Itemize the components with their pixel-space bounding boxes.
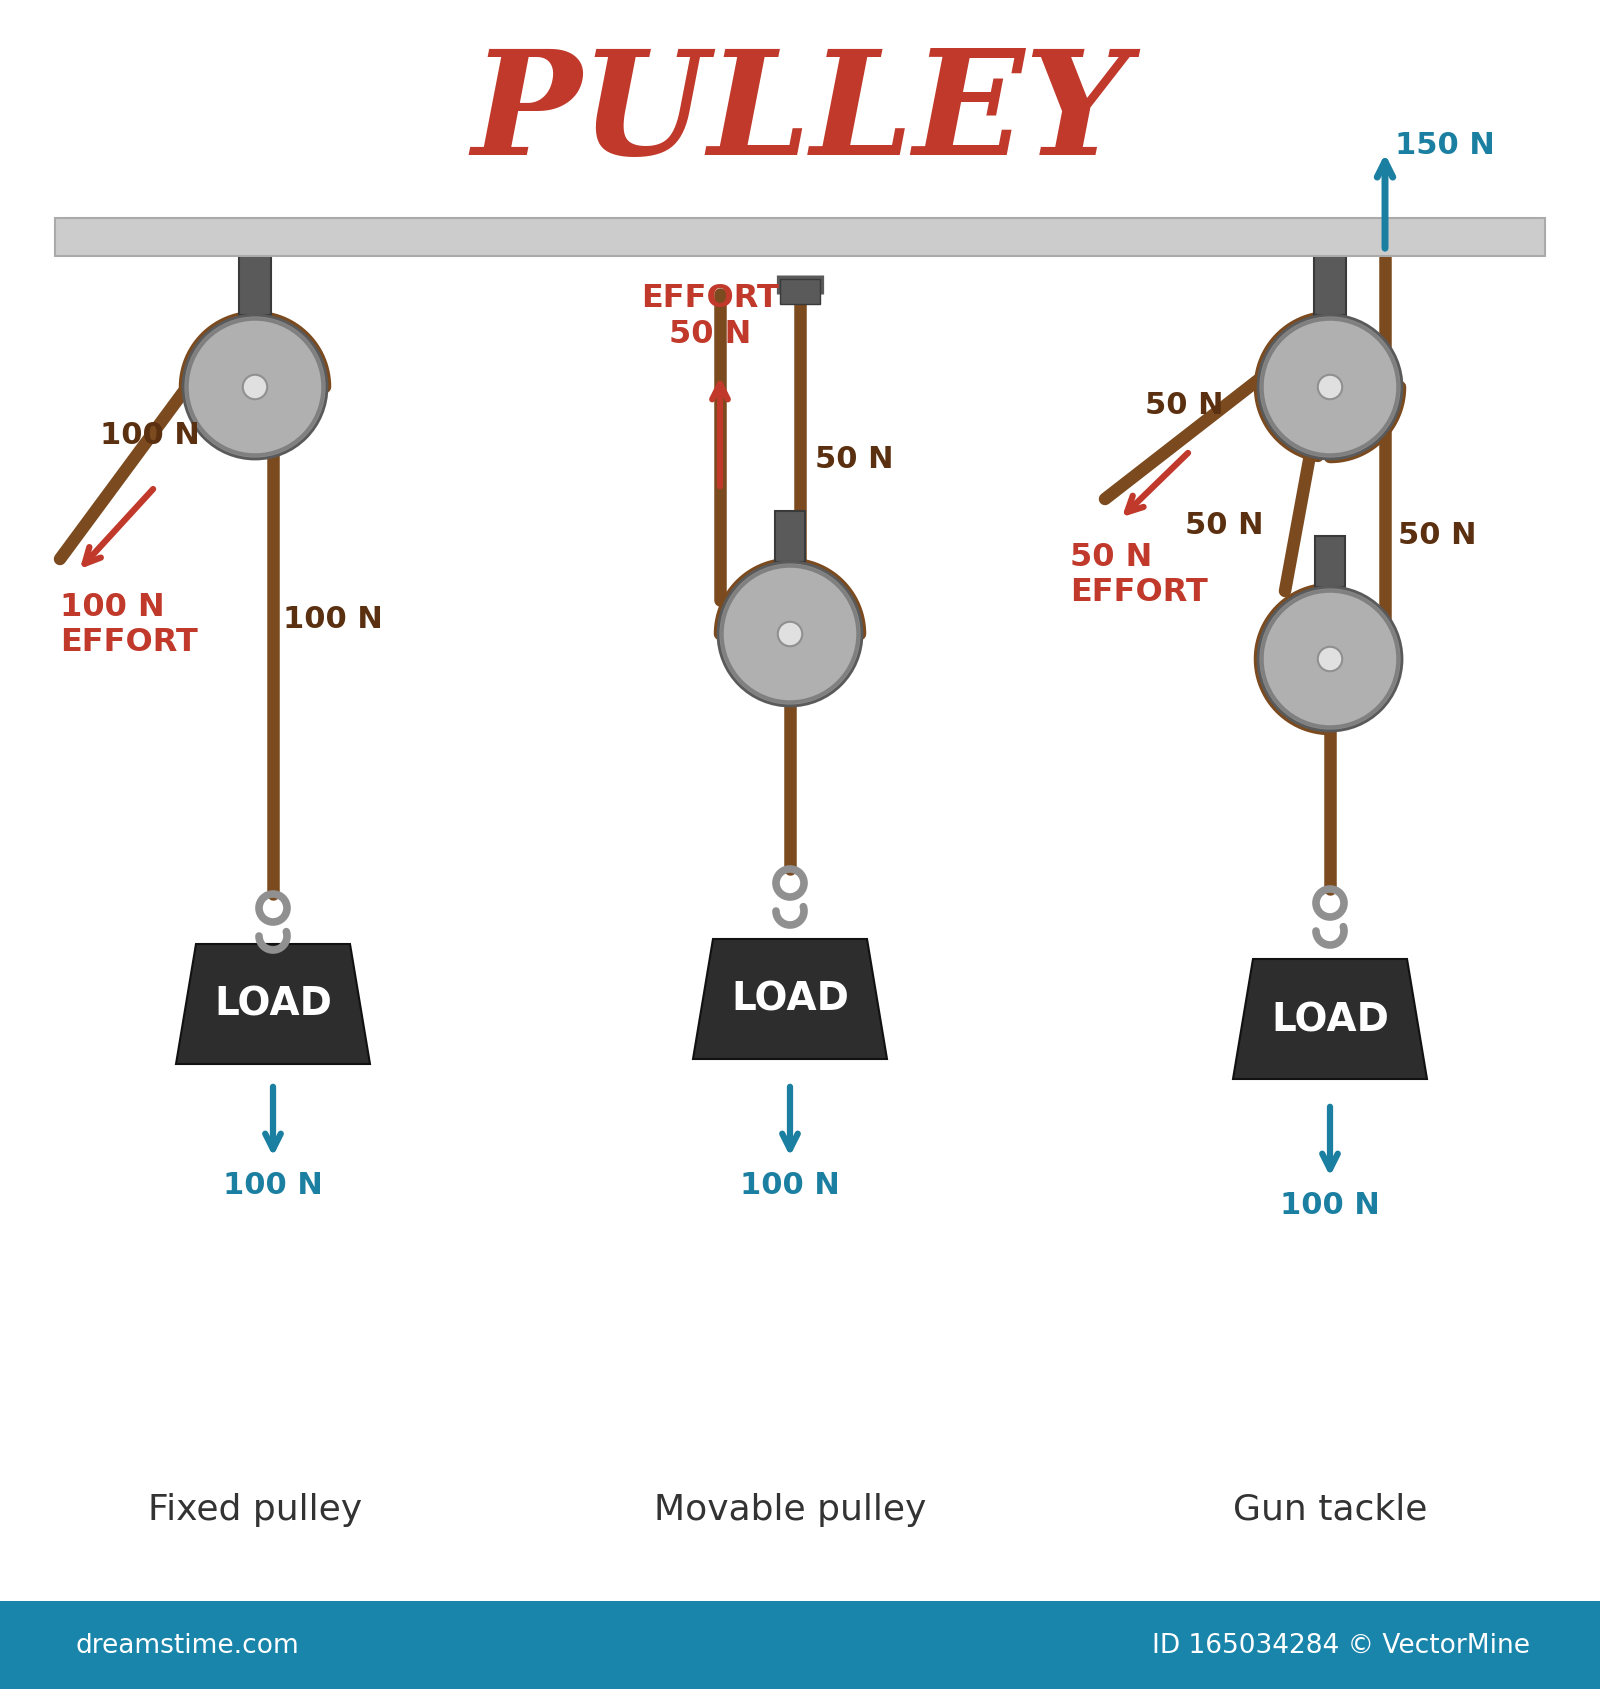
FancyBboxPatch shape [1314, 257, 1346, 316]
Polygon shape [693, 939, 886, 1059]
FancyBboxPatch shape [1315, 537, 1346, 588]
Circle shape [1262, 591, 1398, 728]
Circle shape [722, 568, 858, 703]
Text: 100 N: 100 N [1280, 1189, 1379, 1219]
FancyBboxPatch shape [0, 1601, 1600, 1689]
Text: LOAD: LOAD [731, 980, 850, 1018]
Text: 150 N: 150 N [1395, 130, 1494, 159]
Text: 50 N: 50 N [1398, 520, 1477, 549]
Text: Movable pulley: Movable pulley [654, 1491, 926, 1527]
Polygon shape [1234, 959, 1427, 1079]
Text: PULLEY: PULLEY [470, 44, 1130, 186]
Text: 100 N: 100 N [222, 1170, 323, 1199]
Polygon shape [176, 944, 370, 1064]
Circle shape [1258, 588, 1402, 731]
Circle shape [718, 562, 862, 706]
Circle shape [778, 622, 802, 647]
Text: 100 N: 100 N [101, 421, 200, 449]
Circle shape [1258, 316, 1402, 459]
Text: LOAD: LOAD [214, 985, 331, 1024]
Text: 50 N: 50 N [1186, 510, 1264, 539]
Text: Fixed pulley: Fixed pulley [147, 1491, 362, 1527]
Circle shape [182, 316, 326, 459]
Text: 50 N
EFFORT: 50 N EFFORT [1070, 540, 1208, 608]
Text: Gun tackle: Gun tackle [1234, 1491, 1427, 1527]
Circle shape [243, 375, 267, 400]
Text: 100 N: 100 N [741, 1170, 840, 1199]
FancyBboxPatch shape [54, 220, 1546, 257]
Text: LOAD: LOAD [1270, 1000, 1389, 1039]
Text: 50 N: 50 N [814, 446, 893, 475]
Text: 50 N: 50 N [1146, 390, 1224, 419]
FancyBboxPatch shape [774, 512, 805, 562]
Circle shape [1262, 319, 1398, 456]
Circle shape [187, 319, 323, 456]
Circle shape [1318, 647, 1342, 672]
Text: EFFORT
50 N: EFFORT 50 N [642, 284, 779, 350]
FancyBboxPatch shape [238, 257, 270, 316]
Text: 100 N
EFFORT: 100 N EFFORT [61, 591, 198, 659]
Text: dreamstime.com: dreamstime.com [75, 1632, 299, 1659]
Circle shape [1318, 375, 1342, 400]
Text: ID 165034284 © VectorMine: ID 165034284 © VectorMine [1152, 1632, 1530, 1659]
Text: 100 N: 100 N [283, 605, 382, 633]
FancyBboxPatch shape [781, 280, 819, 304]
